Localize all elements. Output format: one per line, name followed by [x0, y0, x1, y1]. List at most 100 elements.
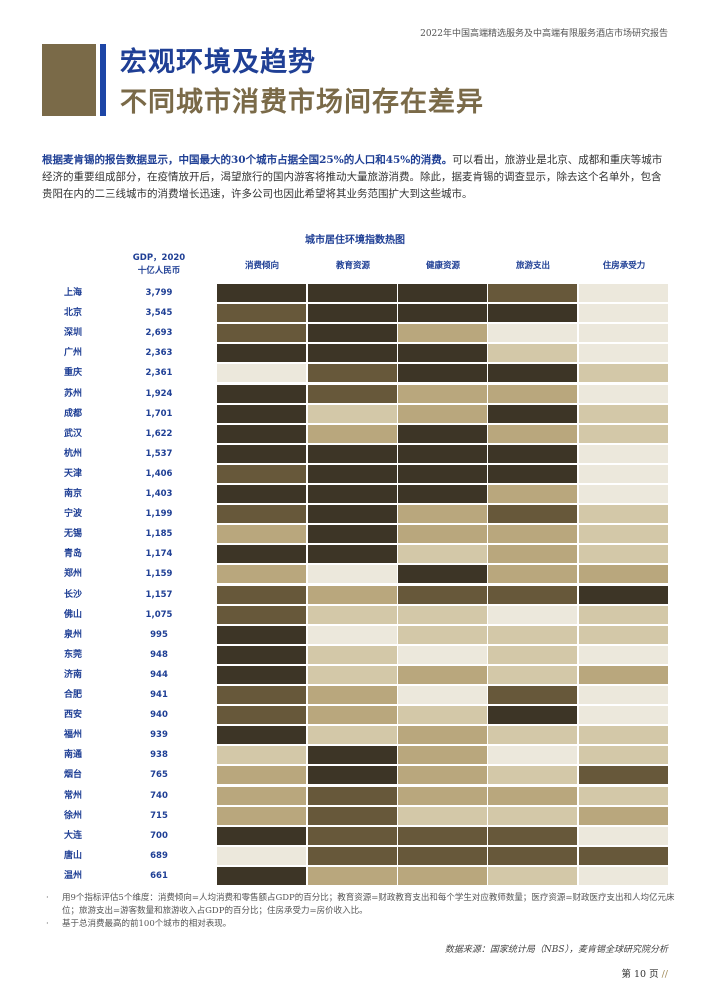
- heatmap-cell: [488, 545, 577, 564]
- heatmap-cell: [579, 686, 668, 704]
- heatmap-cell: [308, 525, 397, 544]
- heatmap-cell: [308, 686, 397, 704]
- gdp-value: 2,361: [145, 368, 173, 379]
- row-label-city: 广州: [64, 348, 83, 359]
- row-label-city: 大连: [64, 830, 83, 841]
- title-decoration-block: [42, 44, 96, 116]
- gdp-value: 1,199: [145, 509, 173, 520]
- row-label-city: 郑州: [64, 569, 83, 580]
- heatmap-cell: [398, 806, 487, 825]
- heatmap-cell: [579, 565, 668, 584]
- heatmap-cell: [308, 786, 397, 805]
- heatmap-cell: [488, 686, 577, 704]
- gdp-value: 740: [150, 790, 168, 801]
- heatmap-cell: [579, 726, 668, 745]
- heatmap-cell: [398, 565, 487, 584]
- gdp-value: 941: [150, 690, 168, 700]
- column-header: 住房承受力: [602, 261, 646, 271]
- page-number: 第 10 页//: [621, 966, 668, 980]
- row-label-city: 重庆: [64, 368, 83, 379]
- heatmap-cell: [217, 766, 306, 785]
- heatmap-cell: [579, 485, 668, 503]
- heatmap-cell: [488, 766, 577, 785]
- heatmap-cell: [579, 464, 668, 483]
- gdp-value: 948: [150, 649, 168, 660]
- row-label-city: 苏州: [64, 388, 83, 399]
- heatmap-cell: [488, 424, 577, 443]
- heatmap-cell: [579, 505, 668, 524]
- heatmap-cell: [217, 605, 306, 624]
- footnote: · 用9个指标评估5个维度：消费倾向=人均消费和零售额占GDP的百分比；教育资源=…: [46, 892, 676, 918]
- heatmap-cell: [308, 806, 397, 825]
- heatmap-cell: [217, 746, 306, 765]
- gdp-value: 995: [150, 629, 168, 640]
- heatmap-cell: [488, 404, 577, 423]
- row-label-city: 青岛: [64, 549, 83, 560]
- heatmap-cell: [398, 665, 487, 684]
- footnote: · 基于总消费最高的前100个城市的相对表现。: [46, 918, 676, 931]
- heatmap-cell: [488, 625, 577, 644]
- heatmap-cell: [488, 806, 577, 825]
- gdp-value: 2,693: [145, 328, 173, 339]
- heatmap-cell: [488, 706, 577, 725]
- footnote-text: 基于总消费最高的前100个城市的相对表现。: [62, 919, 232, 929]
- heatmap-cell: [398, 585, 487, 604]
- heatmap-cell: [308, 625, 397, 644]
- heatmap-cell: [398, 686, 487, 704]
- heatmap-cell: [217, 846, 306, 865]
- heatmap-cell: [217, 384, 306, 403]
- heatmap-cell: [217, 324, 306, 343]
- heatmap-cell: [488, 384, 577, 403]
- heatmap-cell: [488, 444, 577, 463]
- row-label-city: 合肥: [64, 690, 83, 700]
- heatmap-cell: [579, 324, 668, 343]
- heatmap-cell: [579, 746, 668, 765]
- heatmap-cell: [308, 304, 397, 323]
- row-label-city: 武汉: [64, 428, 83, 439]
- heatmap-cell: [217, 786, 306, 805]
- intro-paragraph: 根据麦肯锡的报告数据显示，中国最大的30个城市占据全国25%的人口和45%的消费…: [42, 152, 668, 203]
- row-label-city: 烟台: [64, 770, 83, 781]
- gdp-value: 1,537: [145, 448, 173, 459]
- heatmap-cell: [217, 464, 306, 483]
- heatmap-cell: [488, 344, 577, 363]
- heatmap-cell: [579, 706, 668, 725]
- intro-highlight: 根据麦肯锡的报告数据显示，中国最大的30个城市占据全国25%的人口和45%的消费…: [42, 154, 453, 166]
- heatmap-cell: [398, 505, 487, 524]
- gdp-value: 765: [150, 770, 168, 781]
- heatmap-cell: [579, 384, 668, 403]
- page-label: 第 10 页: [621, 969, 659, 980]
- heatmap-cell: [308, 404, 397, 423]
- heatmap-cell: [308, 485, 397, 503]
- heatmap-cell: [308, 866, 397, 885]
- heatmap-cell: [398, 464, 487, 483]
- heatmap-cell: [488, 464, 577, 483]
- row-label-city: 济南: [64, 669, 83, 680]
- heatmap-cell: [217, 444, 306, 463]
- heatmap-cell: [308, 766, 397, 785]
- gdp-value: 1,406: [145, 468, 173, 479]
- row-label-city: 成都: [64, 408, 83, 419]
- heatmap-cell: [579, 424, 668, 443]
- heatmap-cell: [488, 726, 577, 745]
- footnote-text: 用9个指标评估5个维度：消费倾向=人均消费和零售额占GDP的百分比；教育资源=财…: [62, 893, 675, 916]
- heatmap-cell: [579, 545, 668, 564]
- heatmap-cell: [488, 665, 577, 684]
- heatmap-cell: [488, 585, 577, 604]
- gdp-value: 2,363: [145, 348, 173, 359]
- gdp-value: 1,174: [145, 549, 173, 560]
- heatmap-cell: [217, 706, 306, 725]
- heatmap-cell: [579, 344, 668, 363]
- heatmap-cell: [488, 645, 577, 664]
- heatmap-cell: [579, 444, 668, 463]
- row-label-city: 南通: [64, 750, 83, 761]
- row-label-city: 温州: [64, 870, 83, 881]
- heatmap-cell: [217, 284, 306, 302]
- heatmap-cell: [308, 444, 397, 463]
- gdp-value: 1,159: [145, 569, 173, 580]
- heatmap-cell: [398, 625, 487, 644]
- gdp-header-line1: GDP，2020: [132, 253, 186, 263]
- heatmap-cell: [579, 846, 668, 865]
- heatmap-cell: [308, 746, 397, 765]
- gdp-value: 1,157: [145, 589, 173, 600]
